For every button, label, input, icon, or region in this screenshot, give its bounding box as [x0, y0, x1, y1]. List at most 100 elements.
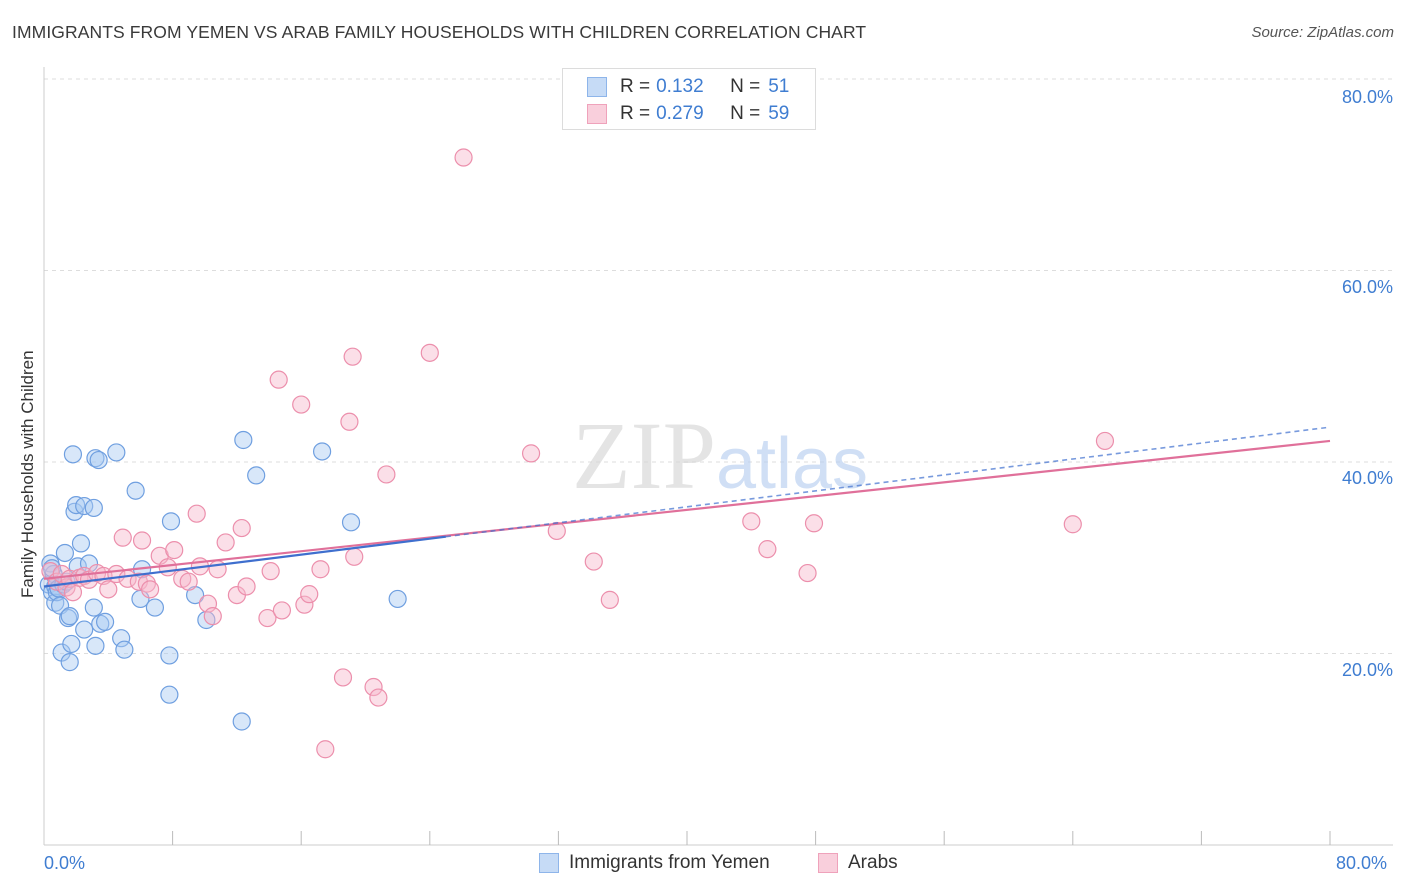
arabs-point — [742, 512, 761, 531]
yemen-point — [388, 589, 407, 609]
arabs-point — [261, 562, 280, 581]
axes — [43, 67, 1393, 846]
r-value: 0.132 — [656, 76, 704, 97]
arabs-point — [269, 370, 288, 389]
y-axis-label: Family Households with Children — [18, 350, 37, 598]
arabs-point — [99, 580, 118, 599]
arabs-point — [316, 740, 335, 759]
y-tick-label-60: 60.0% — [1341, 277, 1393, 297]
legend-swatch-arabs — [587, 104, 607, 124]
yemen-point — [341, 513, 361, 532]
y-tick-label-20: 20.0% — [1341, 660, 1393, 680]
n-value: 59 — [768, 103, 790, 124]
yemen-point — [86, 449, 105, 468]
arabs-point — [345, 547, 364, 566]
chart-source: Source: ZipAtlas.com — [1251, 24, 1394, 41]
arabs-point — [1063, 515, 1082, 534]
arabs-point — [203, 607, 222, 626]
arabs-point — [237, 577, 256, 596]
x-tick-label-min: 0.0% — [44, 853, 86, 873]
trend-lines — [43, 426, 1331, 588]
yemen-point — [55, 543, 74, 563]
y-tick-label-80: 80.0% — [1341, 87, 1393, 107]
arabs-point — [758, 540, 777, 559]
legend-swatch-yemen — [539, 853, 559, 873]
arabs-point — [272, 601, 292, 620]
x-tick-label-max: 80.0% — [1336, 853, 1388, 873]
arabs-point — [369, 688, 388, 707]
yemen-point — [95, 612, 115, 632]
yemen-trend-extension — [445, 426, 1331, 538]
legend-swatch-yemen — [587, 77, 607, 97]
arabs-point — [140, 580, 160, 599]
legend-item-yemen[interactable]: Immigrants from Yemen — [539, 852, 770, 874]
yemen-point — [89, 450, 108, 470]
n-label: N = — [730, 76, 761, 97]
arabs-point — [165, 540, 184, 560]
arabs-point — [41, 562, 60, 581]
n-value: 51 — [768, 76, 790, 97]
yemen-point — [247, 466, 266, 485]
arabs-point — [454, 148, 473, 167]
legend-item-arabs[interactable]: Arabs — [818, 852, 898, 874]
yemen-point — [115, 640, 134, 659]
yemen-point — [60, 607, 79, 626]
yemen-point — [160, 685, 179, 704]
yemen-point — [75, 620, 94, 639]
arabs-trend-line — [43, 439, 1331, 580]
yemen-point — [86, 636, 105, 655]
arabs-point — [295, 595, 314, 614]
stats-legend: R = 0.132 N = 51 R = 0.279 N = 59 — [562, 68, 816, 130]
legend-swatch-arabs — [818, 853, 838, 873]
yemen-point — [161, 512, 181, 531]
stats-legend-row-yemen: R = 0.132 N = 51 — [587, 74, 789, 100]
arabs-point — [137, 574, 156, 593]
arabs-point — [600, 590, 619, 609]
arabs-point — [300, 585, 319, 604]
arabs-point — [804, 514, 824, 533]
yemen-point — [232, 712, 251, 731]
y-tick-label-40: 40.0% — [1341, 468, 1393, 488]
arabs-point — [216, 533, 235, 552]
arabs-point — [364, 677, 383, 697]
yemen-point — [60, 653, 79, 672]
yemen-point — [145, 598, 165, 617]
arabs-point — [158, 558, 177, 577]
arabs-point — [113, 528, 132, 547]
yemen-point — [42, 559, 62, 578]
stats-legend-row-arabs: R = 0.279 N = 59 — [587, 101, 789, 127]
arabs-point — [340, 412, 359, 431]
yemen-point — [160, 646, 179, 665]
yemen-point — [312, 442, 332, 461]
arabs-point — [258, 608, 277, 628]
yemen-point — [84, 498, 103, 518]
chart-title: IMMIGRANTS FROM YEMEN VS ARAB FAMILY HOU… — [12, 22, 867, 42]
arabs-point — [1095, 431, 1115, 451]
arabs-point — [333, 668, 353, 687]
yemen-point — [71, 534, 91, 553]
yemen-point — [107, 443, 126, 462]
arabs-point — [179, 572, 198, 591]
legend-label-arabs: Arabs — [848, 852, 898, 873]
arabs-point — [132, 531, 152, 550]
arabs-point — [377, 465, 396, 484]
yemen-point — [126, 481, 145, 500]
yemen-point — [84, 598, 103, 617]
arabs-point — [311, 560, 330, 579]
arabs-point — [232, 518, 251, 538]
grid-lines — [44, 78, 1393, 654]
watermark: ZIPatlas — [572, 402, 868, 509]
series-legend: Immigrants from Yemen Arabs — [0, 852, 1406, 878]
yemen-point — [112, 629, 131, 648]
yemen-point — [65, 502, 84, 521]
yemen-point — [234, 430, 253, 450]
n-label: N = — [730, 103, 761, 124]
arabs-point — [343, 347, 362, 366]
legend-label-yemen: Immigrants from Yemen — [569, 852, 770, 873]
arabs-point — [521, 444, 541, 463]
arabs-point — [420, 343, 439, 362]
yemen-point — [62, 634, 81, 654]
r-label: R = — [620, 76, 651, 97]
arabs-point — [187, 504, 206, 523]
